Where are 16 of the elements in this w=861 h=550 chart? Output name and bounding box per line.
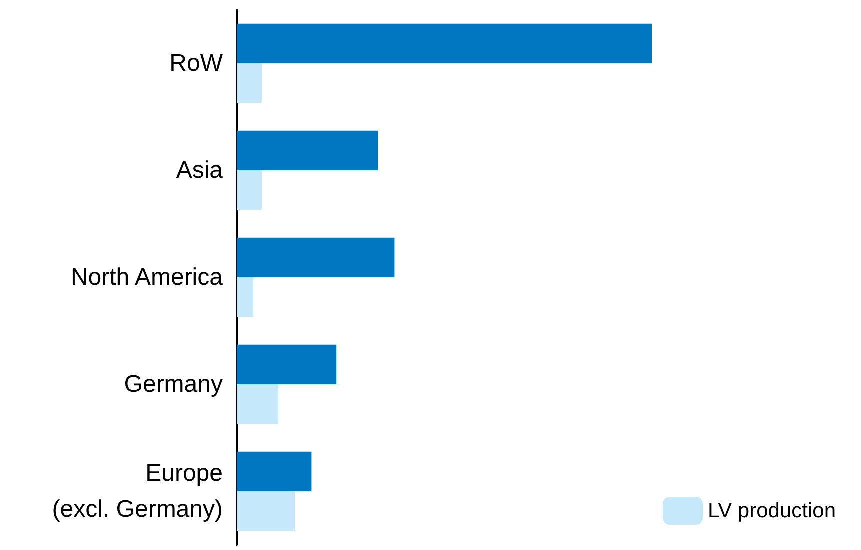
y-tick-label: RoW <box>170 50 224 77</box>
bar <box>237 278 254 318</box>
bar <box>237 384 278 424</box>
bar <box>237 64 262 104</box>
bar <box>237 452 312 492</box>
legend-label: LV production <box>708 500 836 522</box>
y-tick-label: North America <box>70 264 224 291</box>
bar <box>237 24 652 64</box>
bar <box>237 238 395 278</box>
y-tick-label: Europe (excl. Germany) <box>52 460 223 523</box>
y-tick-label: Asia <box>176 157 224 184</box>
y-tick-label: Germany <box>124 371 223 398</box>
bar <box>237 170 262 210</box>
bar <box>237 344 337 384</box>
bar <box>237 492 296 532</box>
bar <box>237 130 378 170</box>
